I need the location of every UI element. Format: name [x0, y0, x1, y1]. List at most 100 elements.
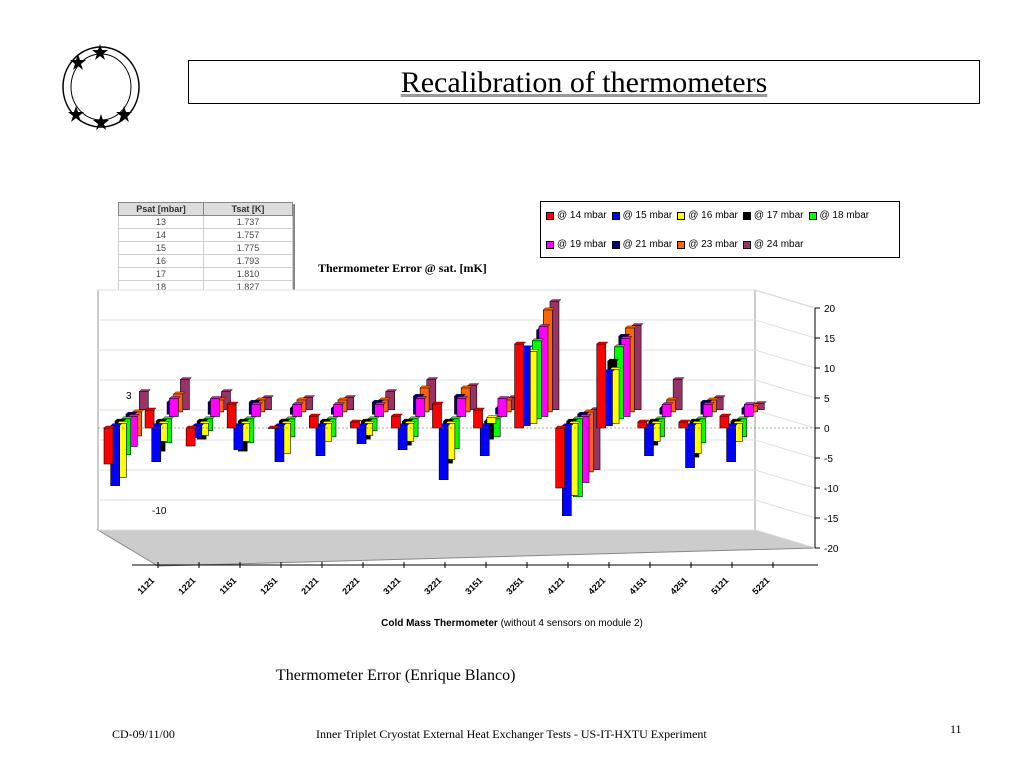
bar [661, 404, 672, 417]
bar-top [125, 412, 138, 415]
bar [185, 427, 196, 447]
bar [350, 421, 360, 429]
annotation-label: 3 [126, 391, 132, 402]
bar [678, 421, 689, 429]
bar-top [192, 423, 205, 426]
bar-top [473, 407, 486, 411]
y-tick-label: -10 [824, 484, 839, 495]
bar-top [144, 407, 157, 411]
legend-swatch [611, 211, 620, 220]
bar-top [661, 402, 674, 405]
bar-top [363, 421, 376, 424]
bar [274, 425, 285, 463]
bar-top [278, 418, 291, 422]
bar-top [654, 416, 667, 419]
legend-swatch [742, 240, 751, 249]
bar-top [185, 425, 198, 429]
bar-top [121, 416, 134, 419]
x-tick-label: 3121 [381, 575, 402, 596]
bar-top [360, 418, 373, 422]
bar [514, 343, 524, 429]
bar [644, 425, 654, 457]
bar-top [415, 396, 428, 399]
y-tick-label: 15 [824, 334, 836, 345]
bar-top [308, 413, 321, 417]
bar [210, 398, 220, 417]
bar [292, 404, 302, 417]
bar-top [579, 414, 592, 417]
bar-top [198, 421, 211, 424]
bar-top [426, 377, 439, 380]
bar-top [650, 421, 663, 424]
legend-label: @ 24 mbar [753, 239, 804, 250]
x-tick-label: 2121 [299, 575, 320, 596]
gridline-side [754, 469, 816, 489]
bar-top [220, 389, 233, 392]
bar-top [631, 323, 644, 326]
bar-top [203, 416, 216, 419]
y-tick-label: 5 [824, 394, 830, 405]
bar-top [618, 334, 631, 337]
gridline-side [754, 319, 816, 339]
legend-label: @ 16 mbar [688, 210, 738, 221]
slide-caption: Thermometer Error (Enrique Blanco) [276, 667, 516, 684]
legend-item: @ 19 mbar [546, 239, 607, 250]
bar-top [274, 423, 287, 426]
bar-top [531, 338, 544, 341]
legend-item: @ 21 mbar [611, 239, 672, 250]
bar-top [572, 416, 585, 419]
legend-swatch [677, 240, 686, 249]
bar-top [244, 416, 257, 419]
bar-top [196, 418, 209, 422]
bar-top [713, 395, 726, 398]
legend-swatch [677, 211, 686, 220]
bar [151, 425, 162, 463]
bar [486, 417, 497, 424]
bar-top [665, 397, 678, 401]
gridline-side [754, 499, 816, 519]
y-tick-label: 20 [824, 304, 836, 315]
bar-top [292, 402, 305, 405]
bar-top [371, 400, 384, 403]
bar-top [114, 418, 127, 422]
bar-top [103, 425, 116, 429]
bar-top [333, 402, 346, 405]
bar-top [577, 412, 590, 415]
legend-label: @ 14 mbar [557, 210, 607, 221]
y-tick-label: -15 [824, 514, 839, 525]
gridline-side [754, 529, 816, 549]
bar-top [689, 418, 702, 422]
x-tick-label: 3221 [422, 575, 443, 596]
bar-top [637, 419, 650, 423]
bar-top [555, 425, 568, 429]
bar-top [613, 344, 626, 347]
bar-top [326, 416, 339, 419]
bar-top [596, 341, 609, 345]
legend-item: @ 15 mbar [611, 210, 672, 221]
legend-swatch [611, 240, 620, 249]
bar [139, 391, 149, 410]
x-axis-title: Cold Mass Thermometer (without 4 sensors… [0, 618, 1024, 629]
bar [397, 425, 408, 451]
bar-top [696, 416, 709, 419]
bar-top [285, 416, 298, 419]
bar [555, 427, 565, 489]
bar-top [378, 397, 391, 401]
bar [169, 398, 179, 417]
legend-item: @ 17 mbar [742, 210, 804, 221]
bar-top [337, 397, 350, 401]
bar-top [404, 421, 417, 424]
footer-title: Inner Triplet Cryostat External Heat Exc… [316, 727, 707, 741]
bar-top [255, 397, 268, 401]
bar [685, 425, 695, 469]
x-axis-title-note: (without 4 sensors on module 2) [500, 618, 643, 629]
bar-top [497, 396, 510, 399]
bar [391, 415, 401, 429]
gridline-side [754, 349, 816, 369]
bar-top [296, 397, 309, 401]
bar-top [251, 402, 264, 405]
x-tick-label: 2221 [340, 575, 361, 596]
bar-top [412, 394, 425, 397]
bar [144, 409, 155, 429]
legend-item: @ 16 mbar [677, 210, 738, 221]
